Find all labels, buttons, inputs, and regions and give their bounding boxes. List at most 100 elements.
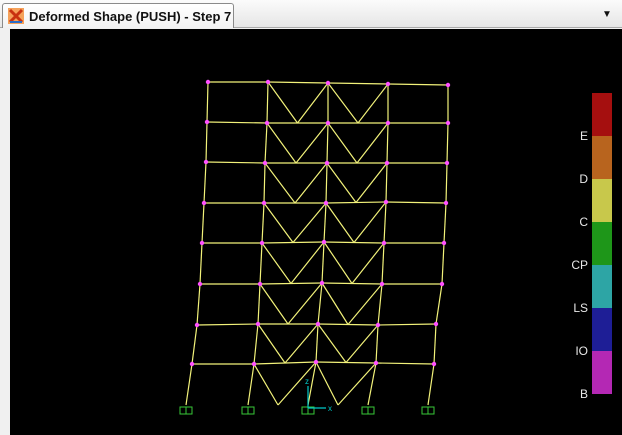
brace-member[interactable] <box>295 122 329 164</box>
brace-member[interactable] <box>261 242 292 284</box>
frame-column[interactable] <box>201 202 205 244</box>
frame-column[interactable] <box>263 162 266 204</box>
frame-joint[interactable] <box>385 81 391 87</box>
frame-column[interactable] <box>315 323 319 363</box>
brace-member[interactable] <box>287 282 323 325</box>
brace-member[interactable] <box>345 324 379 363</box>
frame-joint[interactable] <box>443 200 449 206</box>
frame-column[interactable] <box>433 323 437 365</box>
frame-joint[interactable] <box>381 240 387 246</box>
frame-joint[interactable] <box>255 321 261 327</box>
frame-joint[interactable] <box>265 79 271 85</box>
frame-column[interactable] <box>367 362 377 406</box>
frame-column[interactable] <box>307 361 317 406</box>
frame-joint[interactable] <box>373 360 379 366</box>
brace-member[interactable] <box>325 202 355 243</box>
frame-joint[interactable] <box>203 159 209 165</box>
brace-member[interactable] <box>284 323 319 364</box>
brace-member[interactable] <box>290 241 325 284</box>
brace-member[interactable] <box>294 162 328 204</box>
brace-member[interactable] <box>323 241 353 284</box>
frame-column[interactable] <box>203 161 207 204</box>
frame-column[interactable] <box>196 283 201 326</box>
frame-beam[interactable] <box>377 323 437 326</box>
frame-column[interactable] <box>205 121 208 163</box>
frame-column[interactable] <box>257 283 261 325</box>
frame-beam[interactable] <box>196 323 259 326</box>
frame-joint[interactable] <box>439 281 445 287</box>
frame-joint[interactable] <box>384 160 390 166</box>
frame-column[interactable] <box>326 122 329 164</box>
frame-column[interactable] <box>375 324 379 364</box>
frame-column[interactable] <box>191 324 198 365</box>
frame-column[interactable] <box>435 283 443 325</box>
frame-column[interactable] <box>443 202 447 244</box>
frame-beam[interactable] <box>385 201 447 204</box>
frame-joint[interactable] <box>257 281 263 287</box>
frame-joint[interactable] <box>325 80 331 86</box>
frame-column[interactable] <box>446 122 449 164</box>
frame-column[interactable] <box>253 323 259 365</box>
brace-member[interactable] <box>337 362 377 406</box>
frame-joint[interactable] <box>445 120 451 126</box>
frame-joint[interactable] <box>194 322 200 328</box>
frame-column[interactable] <box>427 363 435 406</box>
frame-beam[interactable] <box>387 83 449 86</box>
frame-beam[interactable] <box>206 121 268 124</box>
frame-column[interactable] <box>264 122 268 164</box>
frame-joint[interactable] <box>325 120 331 126</box>
brace-member[interactable] <box>326 162 357 203</box>
frame-column[interactable] <box>199 242 203 285</box>
frame-joint[interactable] <box>199 240 205 246</box>
frame-column[interactable] <box>321 241 325 284</box>
frame-joint[interactable] <box>264 120 270 126</box>
frame-column[interactable] <box>266 81 269 124</box>
window-tab[interactable]: Deformed Shape (PUSH) - Step 7 <box>2 3 234 28</box>
frame-joint[interactable] <box>319 280 325 286</box>
frame-column[interactable] <box>185 363 193 406</box>
frame-joint[interactable] <box>205 79 211 85</box>
frame-joint[interactable] <box>375 322 381 328</box>
frame-joint[interactable] <box>251 361 257 367</box>
frame-column[interactable] <box>381 242 385 285</box>
support-icon[interactable] <box>421 406 435 415</box>
frame-joint[interactable] <box>259 240 265 246</box>
frame-beam[interactable] <box>205 161 266 164</box>
frame-joint[interactable] <box>321 239 327 245</box>
frame-joint[interactable] <box>324 160 330 166</box>
brace-member[interactable] <box>259 283 289 325</box>
frame-joint[interactable] <box>433 321 439 327</box>
brace-member[interactable] <box>321 282 349 325</box>
frame-column[interactable] <box>385 162 388 203</box>
frame-joint[interactable] <box>431 361 437 367</box>
frame-column[interactable] <box>325 162 328 204</box>
frame-column[interactable] <box>383 201 387 244</box>
brace-member[interactable] <box>253 363 279 406</box>
frame-joint[interactable] <box>323 200 329 206</box>
frame-joint[interactable] <box>189 361 195 367</box>
brace-member[interactable] <box>356 122 389 164</box>
brace-member[interactable] <box>327 122 358 164</box>
frame-column[interactable] <box>317 282 323 325</box>
brace-member[interactable] <box>347 283 383 325</box>
brace-member[interactable] <box>264 162 296 204</box>
frame-beam[interactable] <box>375 362 435 365</box>
frame-joint[interactable] <box>445 82 451 88</box>
brace-member[interactable] <box>267 81 298 124</box>
brace-member[interactable] <box>266 122 297 164</box>
brace-member[interactable] <box>297 82 329 124</box>
frame-joint[interactable] <box>313 359 319 365</box>
frame-joint[interactable] <box>201 200 207 206</box>
brace-member[interactable] <box>315 361 339 406</box>
frame-joint[interactable] <box>315 321 321 327</box>
frame-joint[interactable] <box>441 240 447 246</box>
frame-column[interactable] <box>206 81 209 123</box>
brace-member[interactable] <box>351 242 385 284</box>
frame-joint[interactable] <box>261 200 267 206</box>
frame-column[interactable] <box>259 242 263 285</box>
frame-column[interactable] <box>441 242 445 285</box>
chevron-down-icon[interactable]: ▼ <box>602 8 612 20</box>
frame-joint[interactable] <box>262 160 268 166</box>
brace-member[interactable] <box>257 323 286 364</box>
